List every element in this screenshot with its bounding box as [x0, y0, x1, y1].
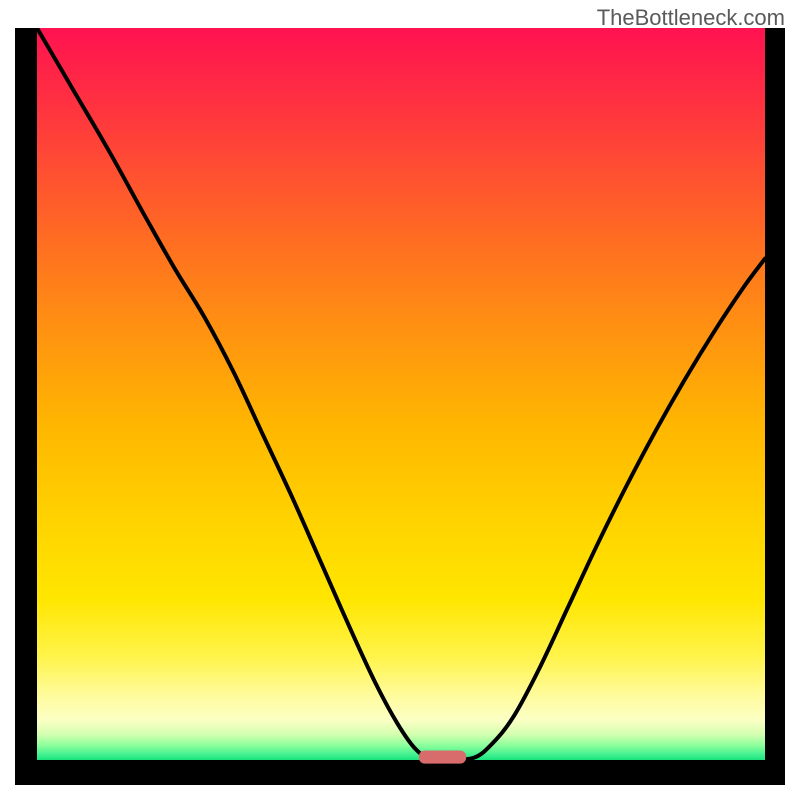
sweet-spot-marker: [419, 750, 466, 763]
watermark-text: TheBottleneck.com: [597, 5, 785, 31]
bottleneck-chart: [15, 28, 785, 785]
chart-frame: [15, 28, 785, 785]
root-container: TheBottleneck.com: [0, 0, 800, 800]
gradient-background: [37, 28, 765, 760]
